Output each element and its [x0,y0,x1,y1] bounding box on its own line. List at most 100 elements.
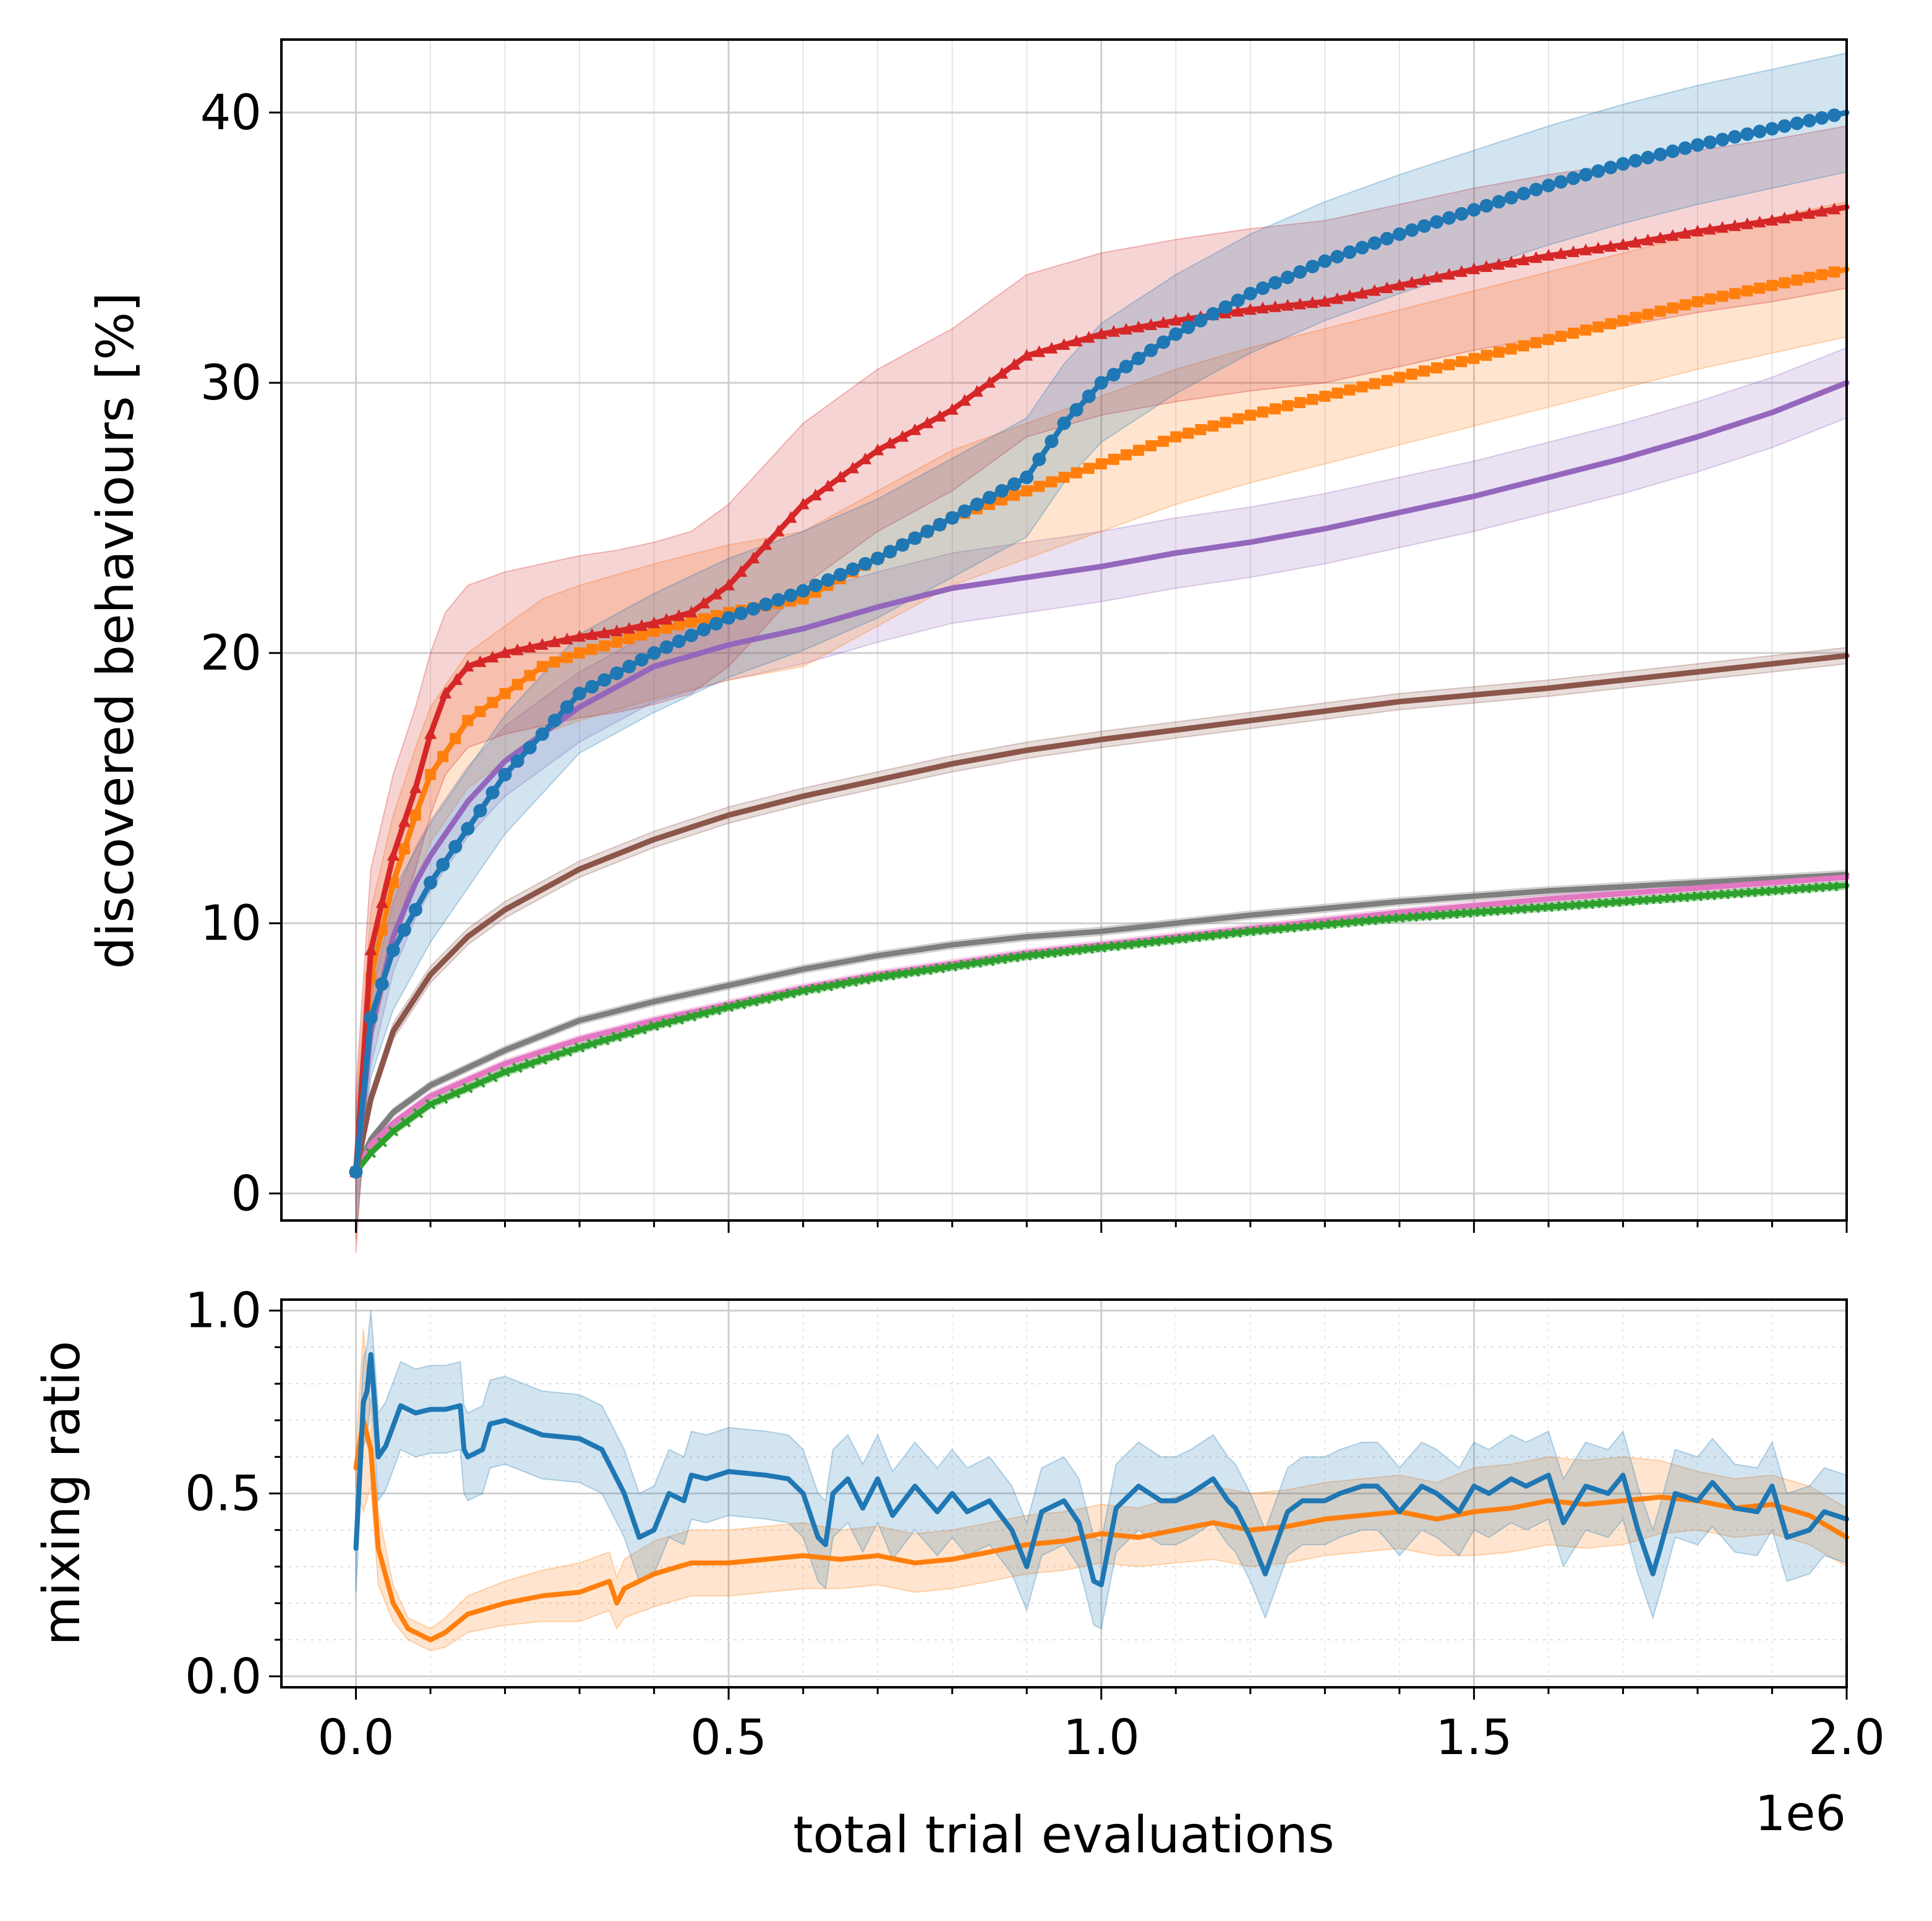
series-marker [821,573,835,587]
series-marker [1467,203,1481,217]
series-marker [386,943,400,957]
series-marker [958,394,971,406]
series-marker [387,848,400,861]
series-marker [1107,325,1120,337]
series-marker [759,597,773,611]
series-marker [1058,338,1071,350]
series-marker [1071,945,1082,956]
series-marker [659,640,673,654]
series-marker [1421,910,1432,921]
series-marker [735,999,746,1010]
series-marker [1651,893,1662,905]
series-marker [1033,345,1046,357]
series-marker [1516,903,1527,914]
series-line [353,1418,1849,1643]
series-marker [859,452,872,464]
series-line [353,380,1850,1175]
series-marker [1319,390,1331,402]
series-marker [1281,270,1295,284]
series-marker [1259,924,1270,935]
series-marker [934,963,946,974]
series-marker [1567,245,1580,257]
series-marker [1367,915,1378,926]
series-marker [1045,341,1058,354]
series-marker [1405,276,1418,288]
series-marker [996,367,1009,379]
series-marker [1231,293,1245,307]
series-line [353,1352,1849,1588]
series-marker [1679,299,1691,311]
series-marker [1529,903,1541,914]
series-marker [1584,898,1595,909]
series-marker [1766,213,1779,226]
series-marker [1272,923,1283,934]
series-marker [1096,942,1107,953]
series-marker [500,1067,510,1078]
series-marker [535,727,549,741]
series-marker [1502,905,1513,916]
series-marker [897,968,908,979]
series-marker [796,584,810,598]
series-marker [709,616,724,631]
series-marker [462,1083,473,1094]
series-marker [461,822,475,836]
series-marker [1481,349,1492,361]
series-marker [486,650,499,663]
series-marker [1542,334,1554,346]
series-marker [573,629,586,642]
series-marker [397,923,411,937]
series-marker [1145,440,1157,452]
series-marker [574,1042,585,1053]
series-marker [1095,327,1108,339]
series-marker [1206,307,1220,321]
series-marker [450,733,461,744]
series-marker [461,660,474,672]
series-marker [547,713,562,728]
series-marker [1169,327,1183,341]
series-marker [1106,367,1121,381]
series-marker [1021,485,1033,496]
top-plot-frame [280,38,1848,1222]
series-marker [1144,343,1158,357]
series-marker [723,1002,734,1013]
series-marker [896,430,909,442]
x-tick-label: 1.0 [1063,1710,1140,1766]
series-marker [623,621,636,634]
series-marker [847,976,858,987]
series-marker [1753,215,1766,228]
series-marker [673,619,685,631]
series-marker [1803,271,1815,283]
series-marker [1557,900,1568,911]
series-marker [1642,309,1654,320]
series-marker [1719,888,1730,900]
series-marker [1493,346,1505,358]
series-marker [1190,932,1202,943]
series-marker [1145,318,1158,330]
series-marker [1256,301,1269,313]
series-marker [711,1005,722,1016]
top-x-ticks [355,1220,1848,1233]
series-marker [1109,940,1121,952]
series-marker [1717,291,1729,302]
series-marker [1326,918,1337,929]
series-marker [884,970,895,981]
series-marker [388,1126,399,1137]
series-marker [1691,224,1704,237]
series-marker [523,641,536,653]
series-marker [1123,939,1134,950]
series-marker [1353,916,1364,927]
series-marker [537,1054,548,1065]
series-marker [1182,427,1194,439]
series-marker [1517,253,1530,265]
series-marker [847,461,860,474]
series-marker [524,1058,536,1069]
series-marker [685,605,698,618]
x-tick-label: 0.0 [318,1710,395,1766]
bottom-lines [353,1352,1849,1643]
series-marker [562,1046,573,1057]
series-marker [910,966,920,978]
series-marker [499,688,511,699]
series-marker [1356,286,1369,299]
series-marker [1815,205,1828,217]
series-marker [933,518,947,532]
